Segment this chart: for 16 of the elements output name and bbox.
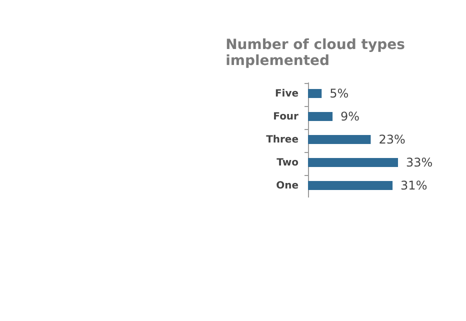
data-label: 33% — [406, 156, 433, 170]
bar — [308, 158, 398, 167]
y-tick-label: Two — [276, 158, 299, 168]
data-label: 5% — [330, 86, 349, 100]
y-tick-label: One — [276, 180, 299, 192]
y-tick-label: Five — [274, 88, 299, 100]
y-tick-label: Three — [266, 134, 299, 146]
data-label: 23% — [378, 132, 406, 146]
data-label: 31% — [400, 178, 428, 192]
bar — [308, 112, 333, 121]
bar — [308, 181, 393, 190]
bar — [308, 89, 322, 98]
y-tick-label: Four — [273, 112, 299, 122]
chart-title: Number of cloud types implemented — [226, 37, 405, 69]
bar — [308, 135, 371, 144]
data-label: 9% — [340, 110, 360, 124]
